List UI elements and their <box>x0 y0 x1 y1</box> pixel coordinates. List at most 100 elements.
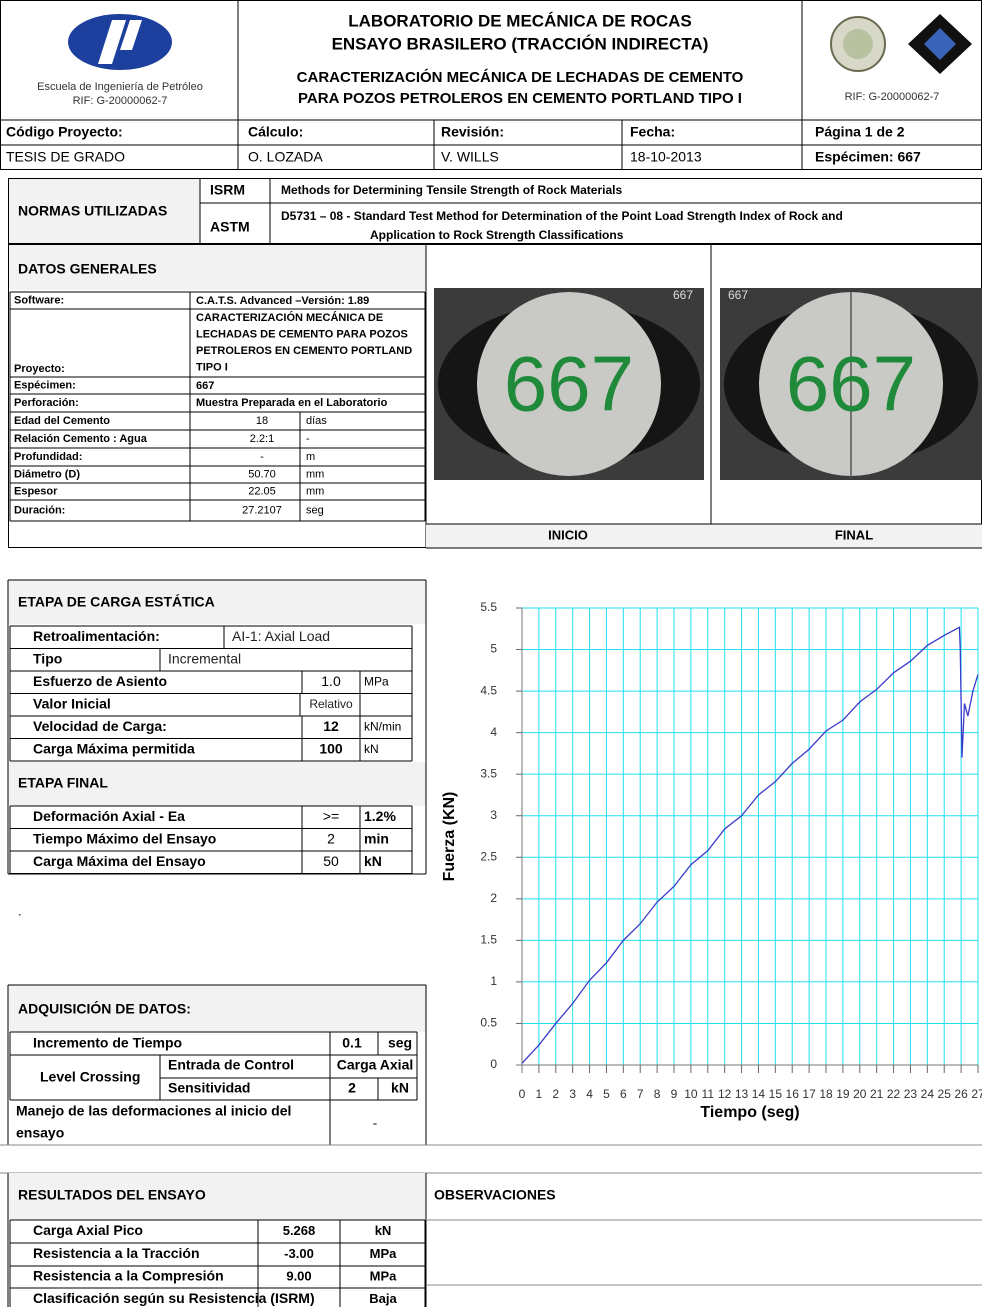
logo-left <box>68 14 172 70</box>
x-tick-label: 24 <box>921 1087 935 1101</box>
row-label: Tiempo Máximo del Ensayo <box>33 830 216 846</box>
y-tick-label: 5 <box>490 642 497 656</box>
row-value: CARACTERIZACIÓN MECÁNICA DE <box>196 311 383 324</box>
cell-bg <box>8 1173 426 1220</box>
x-tick-label: 25 <box>938 1087 952 1101</box>
y-tick-label: 1.5 <box>480 933 497 947</box>
info-label: Revisión: <box>441 124 504 140</box>
section-title: ADQUISICIÓN DE DATOS: <box>18 1000 191 1017</box>
info-value: V. WILLS <box>441 149 499 165</box>
x-tick-label: 6 <box>620 1087 627 1101</box>
x-tick-label: 11 <box>702 1087 715 1101</box>
x-tick-label: 12 <box>718 1087 732 1101</box>
x-tick-label: 0 <box>519 1087 526 1101</box>
row-label: Esfuerzo de Asiento <box>33 673 167 689</box>
row-label: Edad del Cemento <box>14 415 110 427</box>
row-unit: kN <box>375 1223 392 1238</box>
row-value: Muestra Preparada en el Laboratorio <box>196 397 388 409</box>
row-unit: seg <box>306 504 324 516</box>
row-label: ensayo <box>16 1125 64 1141</box>
row-unit: 1.2% <box>364 808 396 824</box>
row-value: 12 <box>323 718 339 734</box>
row-value: C.A.T.S. Advanced –Versión: 1.89 <box>196 295 369 307</box>
row-value: 0.1 <box>342 1035 362 1051</box>
row-label: Incremento de Tiempo <box>33 1035 182 1051</box>
norm-text: Methods for Determining Tensile Strength… <box>281 183 622 197</box>
x-tick-label: 8 <box>654 1087 661 1101</box>
row-value: Relativo <box>309 697 353 711</box>
row-label: Clasificación según su Resistencia (ISRM… <box>33 1290 315 1306</box>
rif: RIF: G-20000062-7 <box>845 91 940 103</box>
row-label: Carga Máxima permitida <box>33 740 195 756</box>
row-label: Relación Cemento : Agua <box>14 433 148 445</box>
row-value: 2 <box>327 830 335 846</box>
info-value: TESIS DE GRADO <box>6 149 125 165</box>
row-value: AI-1: Axial Load <box>232 628 330 644</box>
specimen <box>477 292 661 476</box>
row-value: 100 <box>319 740 343 756</box>
info-value: Espécimen: 667 <box>815 149 921 165</box>
row-unit: kN <box>364 853 382 869</box>
row-value: >= <box>323 808 339 824</box>
cell-bg <box>8 244 426 290</box>
y-tick-label: 4.5 <box>480 683 497 697</box>
x-tick-label: 19 <box>836 1087 850 1101</box>
x-tick-label: 18 <box>819 1087 833 1101</box>
x-tick-label: 17 <box>802 1087 816 1101</box>
row-label: Carga Axial Pico <box>33 1222 143 1238</box>
x-tick-label: 16 <box>786 1087 800 1101</box>
row-label: Resistencia a la Compresión <box>33 1268 224 1284</box>
x-tick-label: 9 <box>671 1087 678 1101</box>
info-label: Cálculo: <box>248 124 303 140</box>
x-tick-label: 10 <box>684 1087 698 1101</box>
specimen-mark: 667 <box>786 340 916 428</box>
photo-label: INICIO <box>548 527 588 542</box>
school-name: Escuela de Ingeniería de Petróleo <box>37 81 203 93</box>
y-tick-label: 5.5 <box>480 600 497 614</box>
info-label: Fecha: <box>630 124 675 140</box>
row-value: Carga Axial <box>337 1057 414 1073</box>
section-title: RESULTADOS DEL ENSAYO <box>18 1187 206 1203</box>
norm-code: ISRM <box>210 182 245 198</box>
cell-bg <box>8 580 426 624</box>
row-unit: mm <box>306 468 324 480</box>
row-label: Duración: <box>14 504 65 516</box>
row-value: - <box>260 451 264 463</box>
row-label: Entrada de Control <box>168 1057 294 1073</box>
logo-right <box>830 14 972 74</box>
row-unit: m <box>306 451 315 463</box>
x-tick-label: 13 <box>735 1087 749 1101</box>
specimen-mark: 667 <box>504 340 634 428</box>
section-title: ETAPA FINAL <box>18 775 108 791</box>
rif: RIF: G-20000062-7 <box>73 95 168 107</box>
x-tick-label: 22 <box>887 1087 901 1101</box>
row-unit: MPa <box>370 1268 398 1283</box>
row-value: 22.05 <box>248 485 276 497</box>
info-value: 18-10-2013 <box>630 149 702 165</box>
row-label: Proyecto: <box>14 363 65 375</box>
y-tick-label: 0.5 <box>480 1016 497 1030</box>
row-value: PETROLEROS EN CEMENTO PORTLAND <box>196 345 412 357</box>
y-axis-label: Fuerza (KN) <box>441 792 458 882</box>
cell-bg <box>8 985 426 1032</box>
photo-corner-mark: 667 <box>728 288 748 302</box>
row-value: 667 <box>196 380 214 392</box>
norm-code: ASTM <box>210 219 250 235</box>
row-label: Deformación Axial - Ea <box>33 808 185 824</box>
x-axis-label: Tiempo (seg) <box>700 1104 799 1121</box>
row-value: LECHADAS DE CEMENTO PARA POZOS <box>196 328 408 340</box>
row-value: 27.2107 <box>242 504 282 516</box>
y-tick-label: 1 <box>490 974 497 988</box>
project-title: PARA POZOS PETROLEROS EN CEMENTO PORTLAN… <box>298 90 742 107</box>
row-value: -3.00 <box>284 1246 314 1261</box>
row-label: Profundidad: <box>14 451 82 463</box>
section-title: OBSERVACIONES <box>434 1187 556 1203</box>
row-unit: kN/min <box>364 719 401 733</box>
row-unit: min <box>364 830 389 846</box>
row-label: Sensitividad <box>168 1080 250 1096</box>
row-unit: MPa <box>370 1246 398 1261</box>
note: . <box>18 903 22 918</box>
y-tick-label: 2.5 <box>480 849 497 863</box>
row-label: Perforación: <box>14 397 79 409</box>
